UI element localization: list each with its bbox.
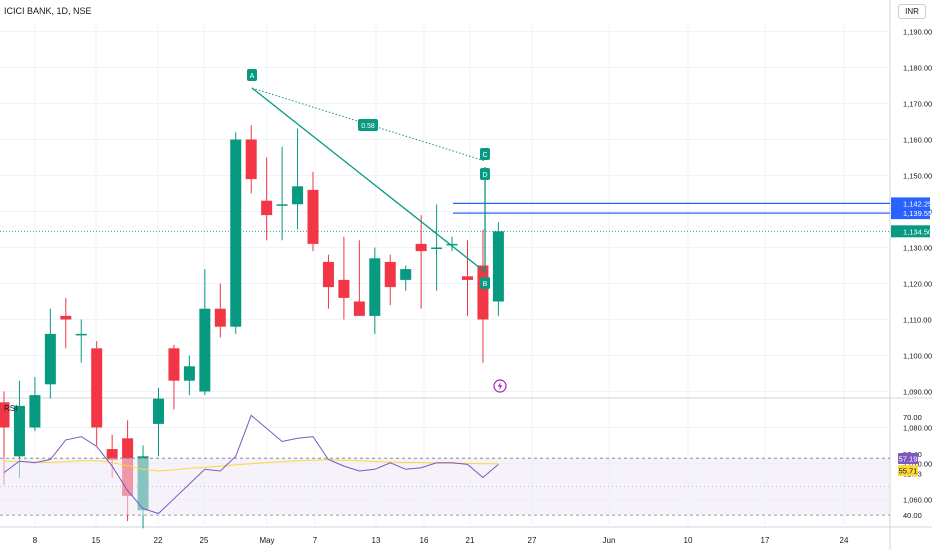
- candle-body: [338, 279, 350, 298]
- time-tick-label: 7: [313, 536, 318, 545]
- point-label-a: A: [250, 73, 255, 80]
- candle-body: [60, 315, 72, 320]
- candle-body: [307, 189, 319, 244]
- candle-body: [261, 200, 273, 216]
- price-tick-label: 1,150.00: [903, 172, 932, 181]
- time-tick-label: 8: [33, 536, 38, 545]
- candle-body: [369, 258, 381, 316]
- candle-body: [168, 348, 180, 381]
- candle-body: [384, 261, 396, 288]
- price-tick-label: 1,110.00: [903, 316, 932, 325]
- price-tick-label: 1,120.00: [903, 280, 932, 289]
- price-line-tag: [891, 207, 930, 220]
- time-tick-label: 16: [420, 536, 429, 545]
- price-line-tag: [891, 197, 930, 210]
- time-tick-label: Jun: [603, 536, 616, 545]
- candle-body: [431, 247, 443, 249]
- rsi-value-tag: [898, 453, 918, 464]
- price-tick-label: 1,090.00: [903, 388, 932, 397]
- candle-body: [75, 333, 87, 336]
- point-label-b: B: [483, 281, 488, 288]
- price-tick-label: 1,170.00: [903, 100, 932, 109]
- rsi-ma-tag: [898, 465, 918, 476]
- rsi-tick-label: 40.00: [903, 511, 922, 520]
- candle-body: [153, 398, 164, 424]
- price-line-tag-label: 1,139.55: [903, 209, 932, 218]
- time-tick-label: May: [259, 536, 274, 545]
- point-label-d: D: [482, 172, 487, 179]
- candle-body: [322, 261, 334, 288]
- candle-body: [400, 269, 412, 280]
- symbol-label[interactable]: ICICI BANK, 1D, NSE: [4, 6, 92, 16]
- time-tick-label: 21: [466, 536, 475, 545]
- candle-body: [446, 243, 458, 246]
- price-tick-label: 1,130.00: [903, 244, 932, 253]
- point-badge: [480, 277, 490, 289]
- time-tick-label: 10: [684, 536, 693, 545]
- ratio-label: 0.58: [361, 123, 375, 130]
- pattern-ratio-line: [251, 87, 486, 162]
- time-tick-label: 24: [840, 536, 849, 545]
- time-tick-label: 17: [761, 536, 770, 545]
- ratio-badge: [358, 119, 378, 131]
- time-tick-label: 27: [528, 536, 537, 545]
- point-label-c: C: [482, 152, 487, 159]
- candle-body: [183, 366, 195, 381]
- candle-body: [0, 402, 10, 428]
- rsi-value-label: 57.19: [899, 455, 918, 464]
- candle-body: [44, 333, 56, 385]
- candle-body: [29, 395, 41, 428]
- time-tick-label: 15: [92, 536, 101, 545]
- candle-body: [214, 308, 226, 327]
- time-tick-label: 25: [200, 536, 209, 545]
- point-badge: [480, 148, 490, 160]
- rsi-ma-line: [3, 459, 499, 472]
- last-price-tag-label: 1,134.50: [903, 227, 932, 236]
- rsi-line: [3, 414, 499, 515]
- time-tick-label: 13: [372, 536, 381, 545]
- candle-body: [415, 243, 427, 252]
- price-tick-label: 1,080.00: [903, 424, 932, 433]
- candle-body: [106, 449, 118, 460]
- candle-body: [292, 186, 304, 205]
- candle-body: [462, 276, 473, 280]
- candle-body: [492, 231, 504, 302]
- candle-body: [91, 348, 103, 428]
- price-tick-label: 1,160.00: [903, 136, 932, 145]
- candle-body: [477, 265, 489, 320]
- time-tick-label: 22: [154, 536, 163, 545]
- rsi-indicator-label[interactable]: RSI: [4, 404, 18, 413]
- point-badge: [480, 168, 490, 180]
- price-line-tag-label: 1,142.25: [903, 199, 932, 208]
- point-badge: [247, 69, 257, 81]
- candle-body: [276, 204, 288, 206]
- rsi-ma-label: 55.71: [899, 467, 918, 476]
- lightning-icon[interactable]: [493, 379, 507, 393]
- candle-body: [199, 308, 211, 392]
- candle-body: [230, 139, 242, 327]
- price-tick-label: 1,100.00: [903, 352, 932, 361]
- currency-selector[interactable]: INR: [898, 4, 926, 19]
- price-tick-label: 1,070.00: [903, 460, 932, 469]
- price-tick-label: 1,180.00: [903, 64, 932, 73]
- last-price-tag: [891, 225, 930, 238]
- candle-body: [245, 139, 257, 180]
- candle-body: [13, 405, 25, 457]
- pattern-leg-ab: [251, 87, 486, 273]
- rsi-tick-label: 70.00: [903, 413, 922, 422]
- candle-body: [353, 301, 365, 316]
- price-tick-label: 1,190.00: [903, 28, 932, 37]
- price-tick-label: 1,060.00: [903, 496, 932, 505]
